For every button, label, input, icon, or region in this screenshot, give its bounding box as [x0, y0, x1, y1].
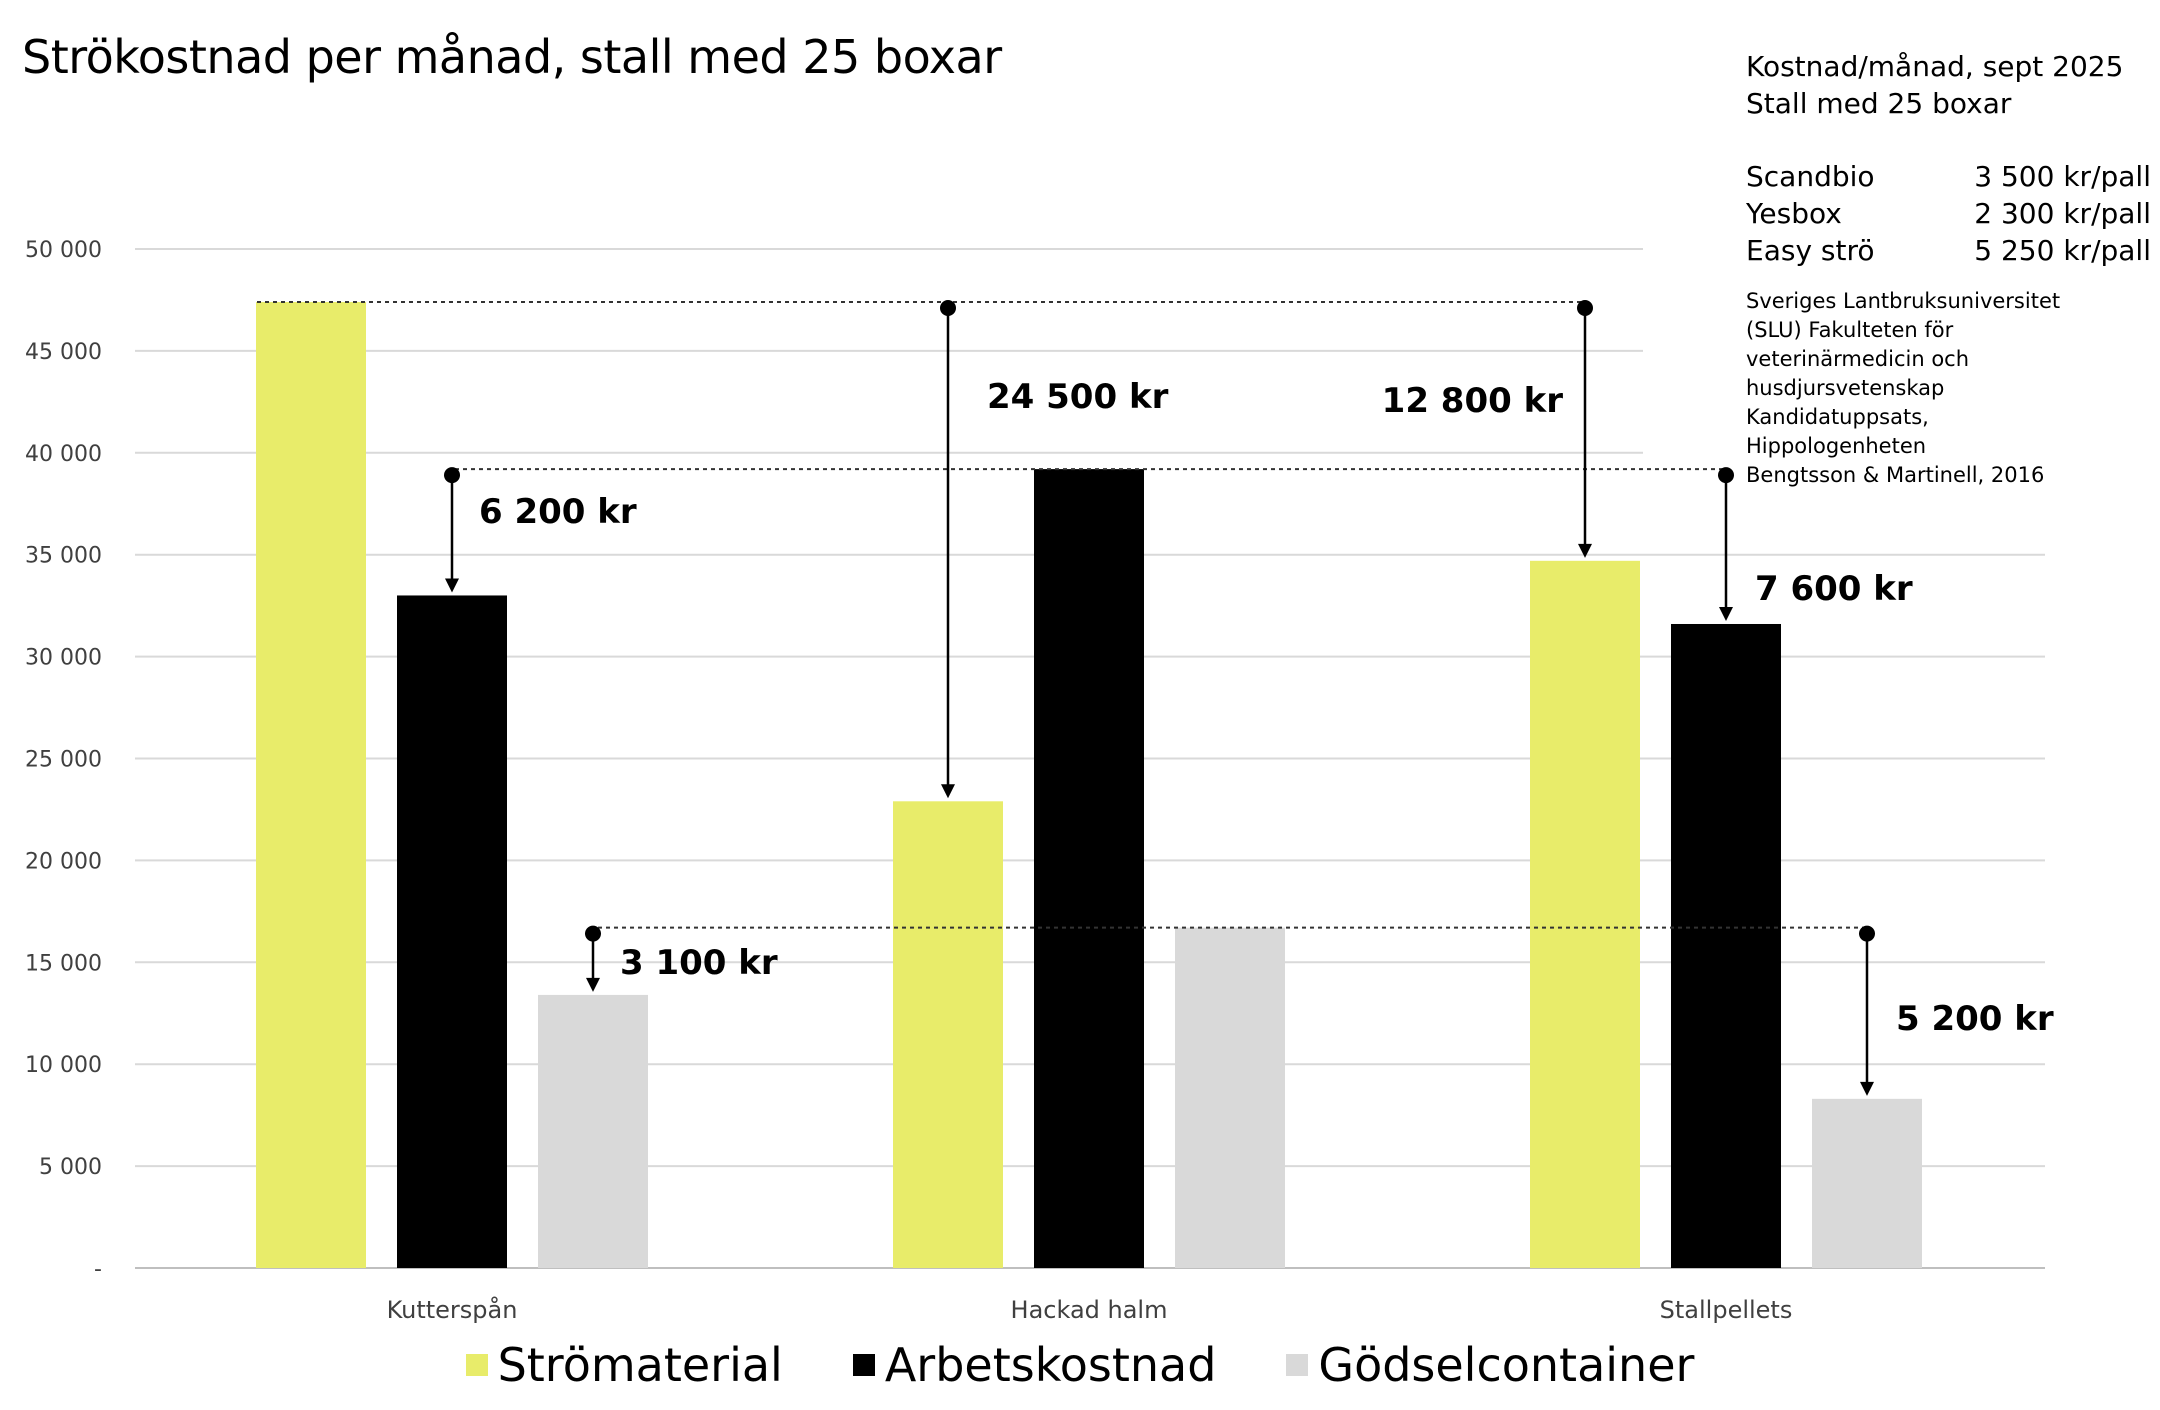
source-line: Sveriges Lantbruksuniversitet [1746, 289, 2061, 313]
arrow-head [586, 977, 600, 992]
y-tick-label: 10 000 [25, 1053, 102, 1078]
source-line: husdjursvetenskap [1746, 376, 1945, 400]
legend-label: Arbetskostnad [884, 1338, 1217, 1392]
difference-label: 12 800 kr [1382, 381, 1564, 421]
legend-entry: Gödselcontainer [1286, 1338, 1694, 1392]
price-row-value: 2 300 kr/pall [1974, 197, 2151, 230]
bar [1530, 560, 1640, 1268]
y-tick-label: 5 000 [39, 1155, 102, 1180]
bar [893, 801, 1003, 1268]
y-tick-label: 45 000 [25, 340, 102, 365]
legend-swatch [465, 1354, 488, 1376]
source-line: Kandidatuppsats, [1746, 405, 1929, 429]
source-citation: Sveriges Lantbruksuniversitet (SLU) Faku… [1746, 287, 2151, 490]
legend-label: Strömaterial [497, 1338, 783, 1392]
y-tick-label: 35 000 [25, 544, 102, 569]
legend-entry: Arbetskostnad [852, 1338, 1217, 1392]
legend: Strömaterial Arbetskostnad Gödselcontainer [0, 1338, 2160, 1392]
source-line: Hippologenheten [1746, 434, 1927, 458]
y-tick-label: - [94, 1257, 102, 1282]
difference-label: 7 600 kr [1755, 569, 1913, 609]
difference-label: 24 500 kr [987, 377, 1169, 417]
legend-label: Gödselcontainer [1318, 1338, 1695, 1392]
price-row: Easy strö 5 250 kr/pall [1746, 232, 2151, 269]
price-row-value: 3 500 kr/pall [1974, 160, 2151, 193]
arrow-head [445, 578, 459, 593]
difference-label: 6 200 kr [479, 492, 637, 532]
chart-title: Strökostnad per månad, stall med 25 boxa… [22, 30, 1002, 84]
arrow-head [941, 784, 955, 799]
info-heading-stable: Stall med 25 boxar [1746, 87, 2012, 120]
arrow-head [1578, 543, 1592, 558]
source-line: Bengtsson & Martinell, 2016 [1746, 463, 2045, 487]
x-tick-label: Stallpellets [1660, 1296, 1793, 1324]
price-row-name: Scandbio [1746, 160, 1875, 193]
x-tick-label: Kutterspån [387, 1295, 518, 1324]
bar [1034, 469, 1144, 1268]
price-row: Yesbox 2 300 kr/pall [1746, 195, 2151, 232]
difference-label: 5 200 kr [1896, 999, 2054, 1039]
arrow-head [1860, 1081, 1874, 1096]
arrow-head [1719, 606, 1733, 621]
bar [538, 994, 648, 1268]
info-heading-month: Kostnad/månad, sept 2025 [1746, 50, 2124, 83]
y-tick-label: 15 000 [25, 951, 102, 976]
difference-label: 3 100 kr [620, 943, 778, 983]
source-line: (SLU) Fakulteten för [1746, 318, 1954, 342]
y-tick-label: 20 000 [25, 849, 102, 874]
legend-swatch [852, 1354, 875, 1376]
y-tick-label: 50 000 [25, 238, 102, 263]
bar [256, 301, 366, 1268]
source-line: veterinärmedicin och [1746, 347, 1970, 371]
y-tick-label: 40 000 [25, 442, 102, 467]
x-tick-label: Hackad halm [1011, 1296, 1168, 1324]
price-row-name: Easy strö [1746, 234, 1875, 267]
bar [1175, 927, 1285, 1268]
y-tick-label: 25 000 [25, 748, 102, 773]
price-row-value: 5 250 kr/pall [1974, 234, 2151, 267]
info-panel: Kostnad/månad, sept 2025 Stall med 25 bo… [1746, 48, 2151, 490]
price-list: Scandbio 3 500 kr/pall Yesbox 2 300 kr/p… [1746, 158, 2151, 269]
legend-entry: Strömaterial [465, 1338, 783, 1392]
price-row: Scandbio 3 500 kr/pall [1746, 158, 2151, 195]
price-row-name: Yesbox [1746, 197, 1842, 230]
y-tick-label: 30 000 [25, 646, 102, 671]
bar [397, 595, 507, 1268]
legend-swatch [1286, 1354, 1309, 1376]
bar [1812, 1098, 1922, 1268]
bar-chart: - 5 000 10 000 15 000 20 000 25 000 30 000 35 0… [25, 238, 2054, 1324]
bar [1671, 623, 1781, 1268]
